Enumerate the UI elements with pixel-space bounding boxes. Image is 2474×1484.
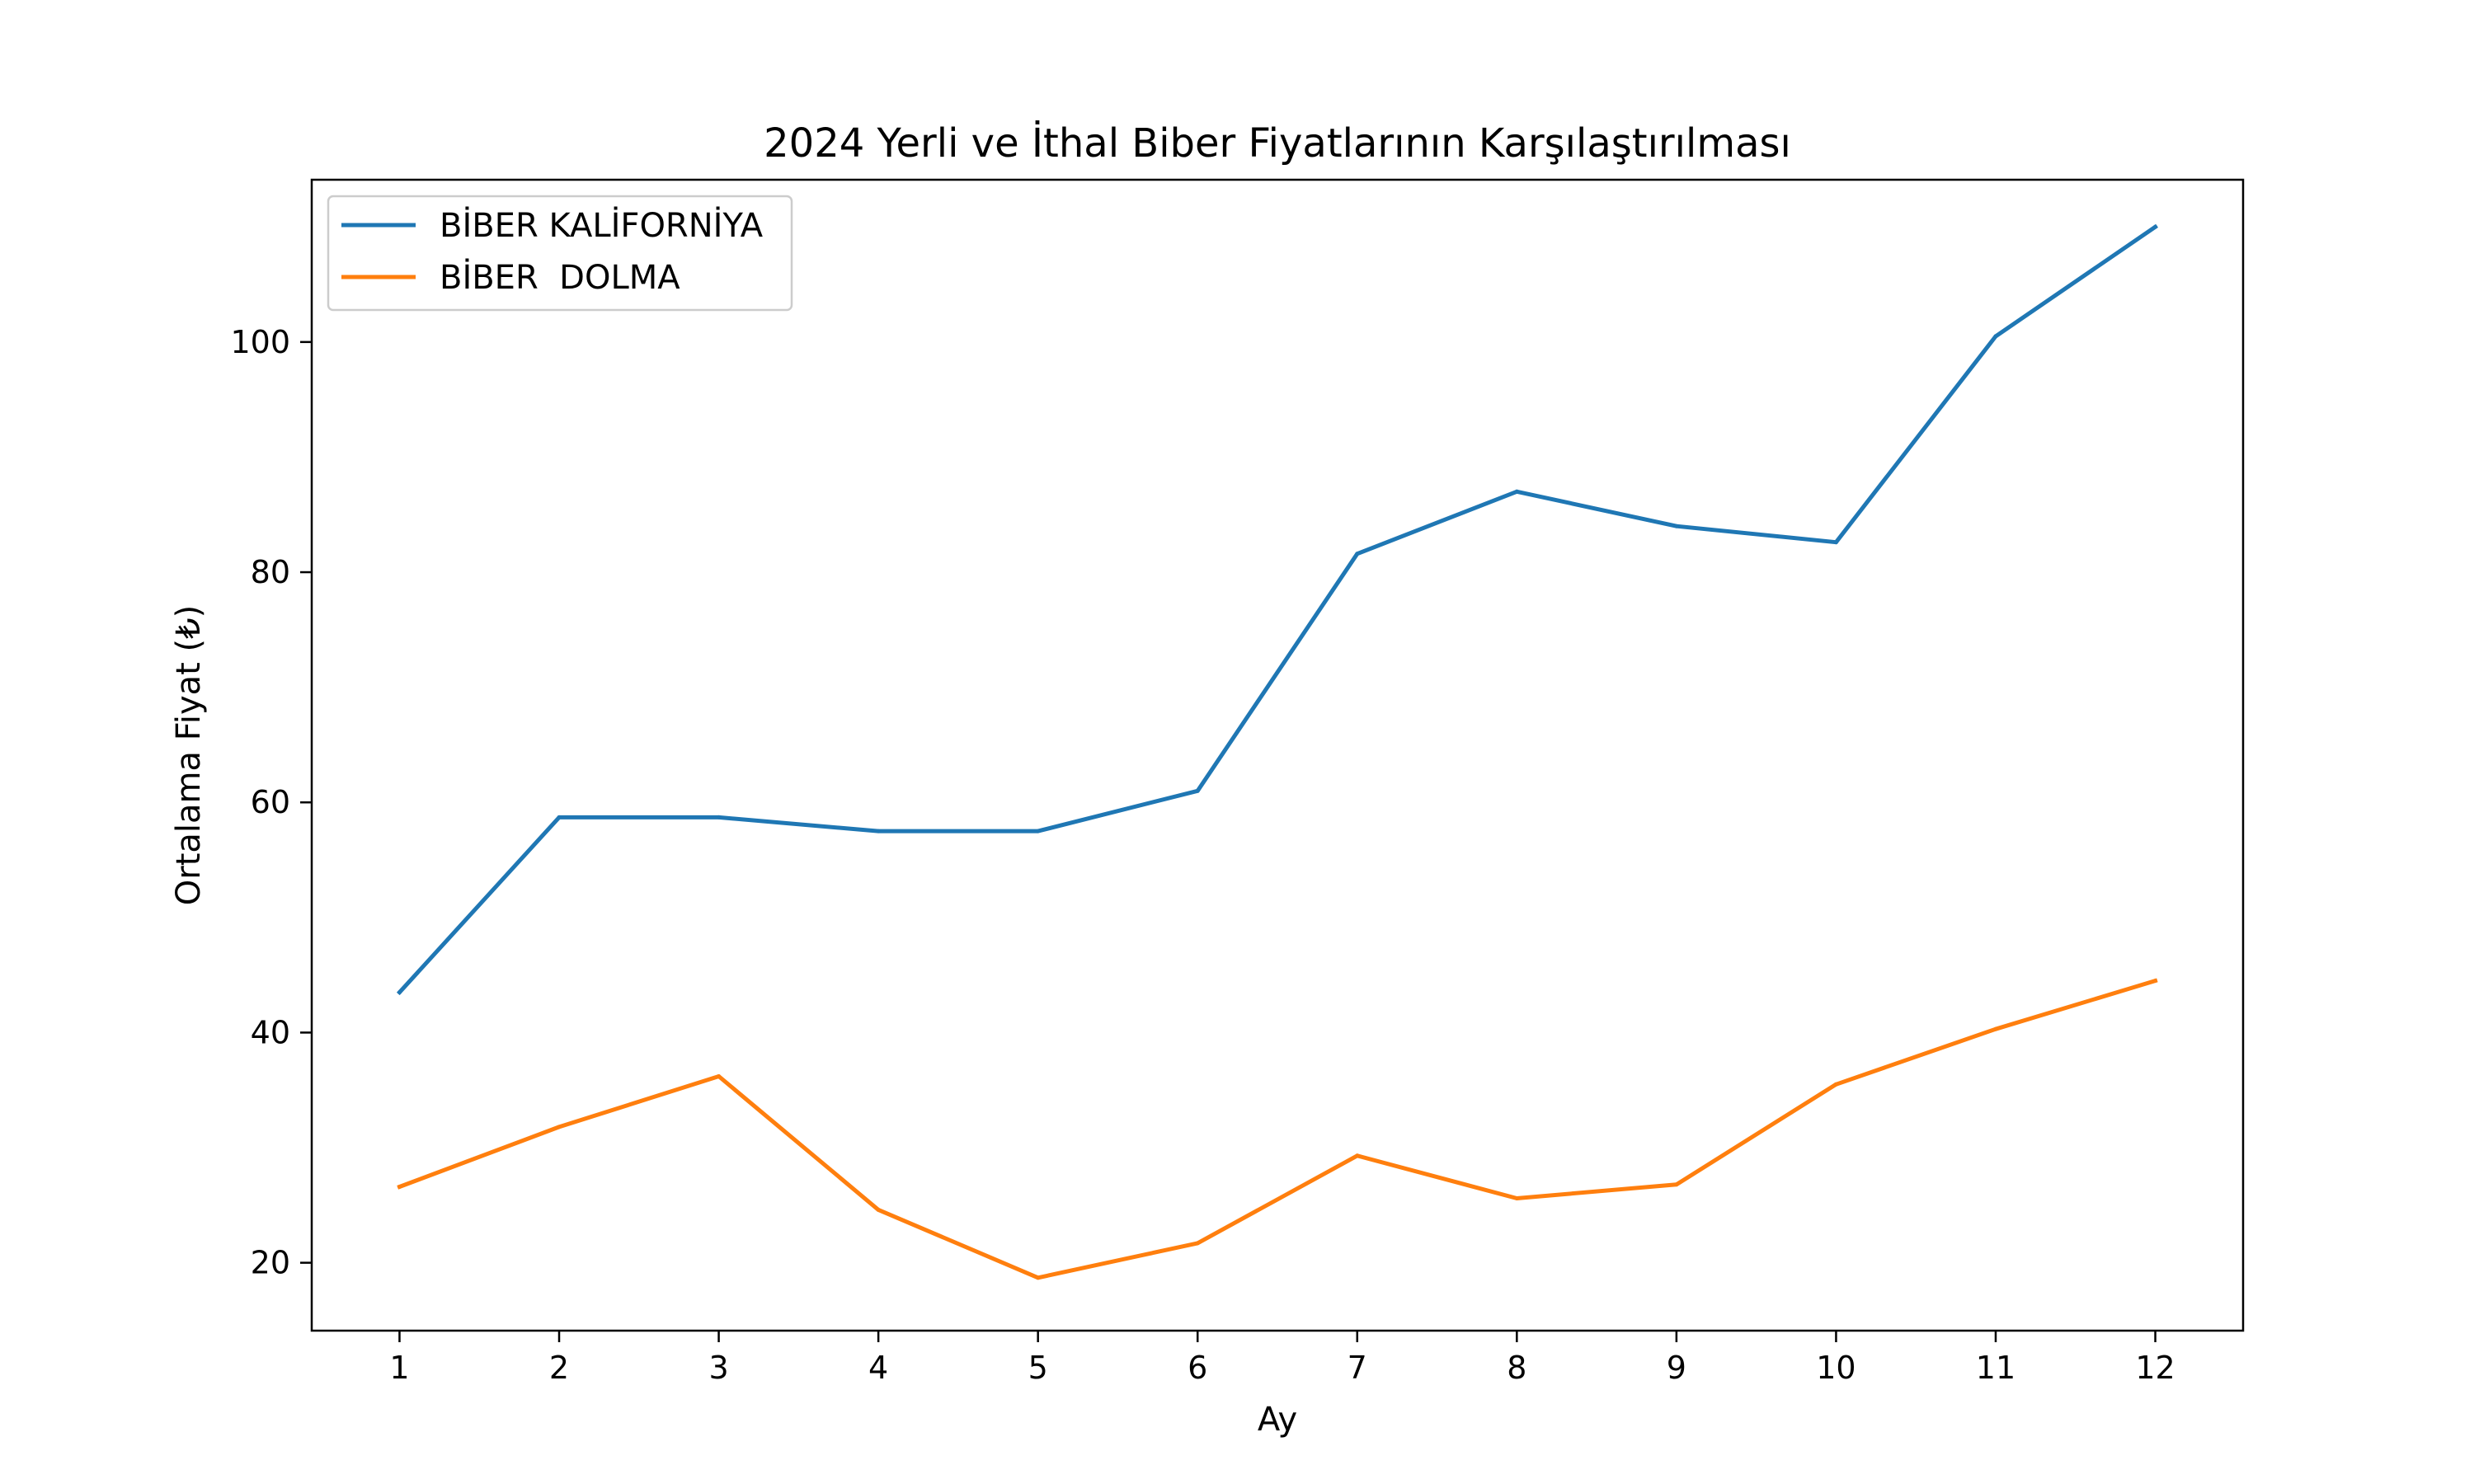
- series-0-point-9: [1674, 524, 1679, 528]
- x-tick-label: 8: [1507, 1350, 1526, 1386]
- series-1-point-2: [557, 1125, 562, 1129]
- series-0-point-2: [557, 815, 562, 819]
- series-0-point-8: [1514, 489, 1519, 494]
- series-1-point-3: [717, 1074, 722, 1078]
- series-0-point-4: [876, 829, 881, 834]
- x-tick-label: 12: [2135, 1350, 2175, 1386]
- legend: BİBER KALİFORNİYA BİBER DOLMA: [327, 195, 793, 312]
- series-1-point-7: [1355, 1153, 1360, 1158]
- legend-box: [327, 195, 793, 312]
- series-line-0: [396, 223, 2158, 996]
- series-0-point-12: [2153, 224, 2157, 229]
- series-0-point-10: [1833, 540, 1838, 545]
- x-tick-label: 7: [1348, 1350, 1367, 1386]
- plot-area: [312, 180, 2243, 1331]
- y-tick-label: 100: [230, 324, 290, 360]
- y-tick-label: 20: [251, 1245, 290, 1281]
- x-tick-label: 9: [1667, 1350, 1686, 1386]
- series-0-point-3: [717, 815, 722, 819]
- y-tick-label: 60: [251, 784, 290, 820]
- series-1-point-9: [1674, 1182, 1679, 1187]
- chart-title: 2024 Yerli ve İthal Biber Fiyatlarının K…: [764, 120, 1791, 167]
- series-0-point-7: [1355, 552, 1360, 556]
- x-axis-label: Ay: [1258, 1401, 1297, 1439]
- series-1-point-11: [1993, 1026, 1998, 1031]
- x-tick-label: 5: [1028, 1350, 1048, 1386]
- series-layer: [396, 223, 2158, 1280]
- series-0-point-6: [1195, 788, 1200, 793]
- x-tick-label: 2: [549, 1350, 569, 1386]
- series-1-point-12: [2153, 979, 2157, 984]
- plot-frame: [310, 178, 2245, 1332]
- y-tick-label: 40: [251, 1014, 290, 1050]
- x-tick-label: 1: [389, 1350, 409, 1386]
- legend-label-dolma: BİBER DOLMA: [440, 257, 680, 297]
- series-0-point-5: [1036, 829, 1041, 834]
- series-1-point-8: [1514, 1196, 1519, 1200]
- series-0-point-1: [397, 990, 402, 995]
- x-tick-label: 11: [1976, 1350, 2015, 1386]
- y-axis-label: Ortalama Fiyat (₺): [170, 605, 208, 905]
- series-1-point-6: [1195, 1241, 1200, 1246]
- x-axis-ticks: 1 2 3 4 5 6 7 8 9 10 11 12: [389, 1331, 2175, 1386]
- x-tick-label: 3: [708, 1350, 728, 1386]
- series-0-point-11: [1993, 334, 1998, 339]
- x-tick-label: 4: [868, 1350, 888, 1386]
- series-line-1: [397, 978, 2158, 1280]
- x-tick-label: 6: [1188, 1350, 1207, 1386]
- series-1-point-4: [876, 1207, 881, 1212]
- y-axis-ticks: 20 40 60 80 100: [230, 324, 312, 1281]
- series-1-point-10: [1833, 1082, 1838, 1087]
- x-tick-label: 10: [1816, 1350, 1856, 1386]
- series-1-point-5: [1036, 1275, 1041, 1280]
- series-1-point-1: [397, 1185, 402, 1189]
- y-tick-label: 80: [251, 554, 290, 590]
- legend-label-kaliforniya: BİBER KALİFORNİYA: [440, 205, 764, 245]
